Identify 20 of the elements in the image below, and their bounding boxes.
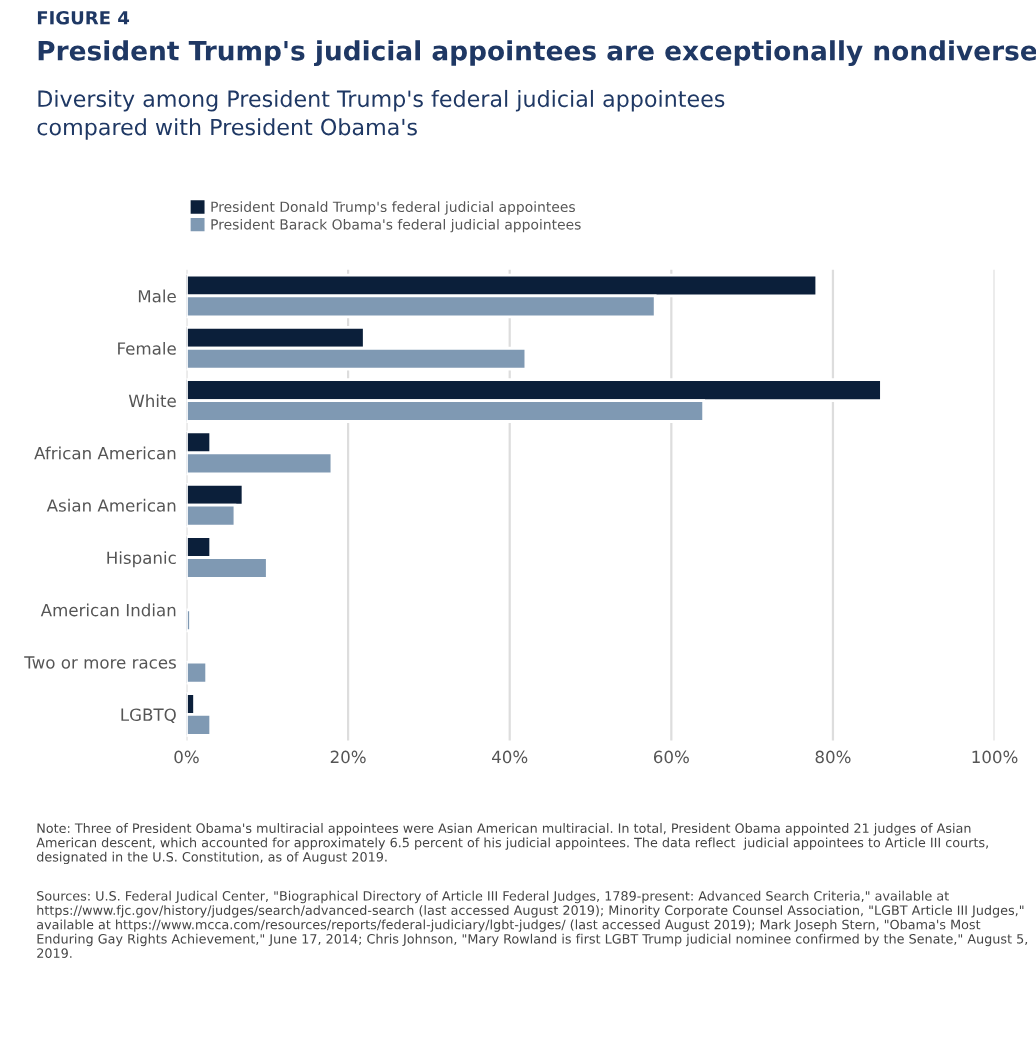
x-tick-label: 20% — [330, 750, 366, 764]
x-tick-label: 80% — [815, 750, 851, 764]
x-tick-label: 100% — [972, 750, 1018, 764]
y-tick-label: Female — [118, 341, 176, 355]
y-tick-label: Asian American — [46, 498, 176, 512]
x-tick-label: 60% — [653, 750, 689, 764]
y-tick-label: African American — [34, 446, 176, 460]
chart-subtitle: Diversity among President Trump's federal judicial appointees compared with President Obama's — [37, 89, 725, 140]
y-tick-label: Hispanic — [107, 551, 176, 568]
y-tick-label: White — [128, 394, 176, 408]
chart-title: President Trump's judicial appointees are exceptionally nondiverse — [38, 40, 1036, 66]
y-tick-label: American Indian — [40, 603, 176, 617]
caption: FIGURE 4 — [37, 10, 130, 25]
x-tick-label: 40% — [492, 750, 528, 764]
bar — [186, 660, 209, 685]
y-tick-label: LGBTQ — [121, 708, 176, 723]
y-tick-label: Male — [138, 289, 176, 303]
y-tick-label: Two or more races — [24, 656, 176, 669]
x-tick-label: 0% — [174, 750, 199, 764]
bar — [186, 608, 192, 633]
